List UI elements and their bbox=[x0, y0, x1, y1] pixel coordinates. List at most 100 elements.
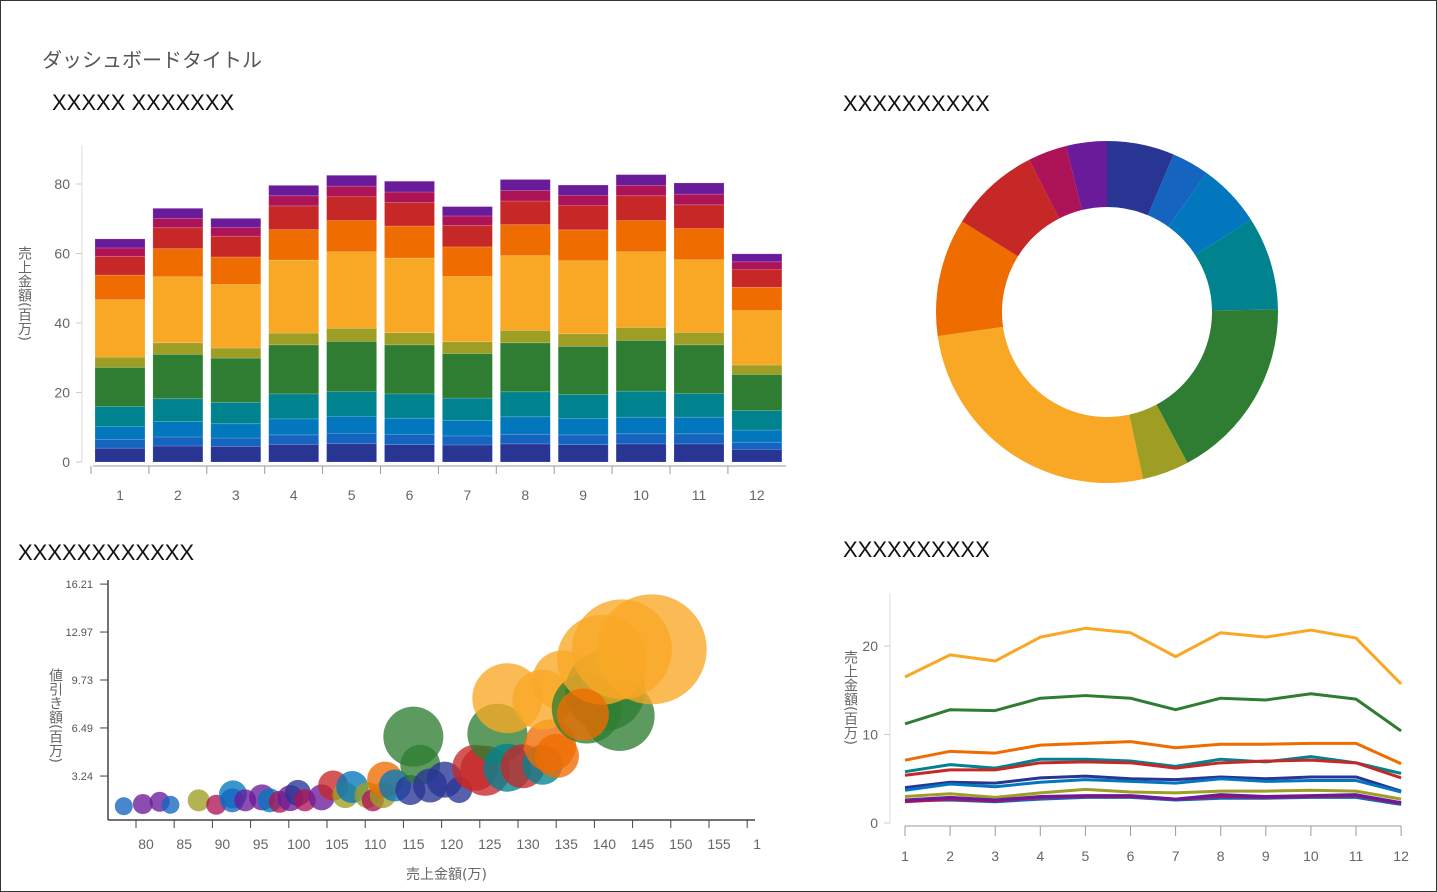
line-x-tick-label: 1 bbox=[901, 848, 909, 864]
bar-segment bbox=[557, 345, 609, 395]
line-x-tick-label: 5 bbox=[1082, 848, 1090, 864]
bubble-point bbox=[114, 797, 133, 816]
bubble-title: XXXXXXXXXXXX bbox=[18, 540, 195, 565]
bubble-point bbox=[534, 733, 579, 778]
line-y-tick-label: 20 bbox=[862, 638, 878, 654]
bar-segment bbox=[615, 251, 667, 328]
bar-segment bbox=[152, 436, 204, 447]
bar-segment bbox=[557, 444, 609, 463]
donut-slice bbox=[1147, 154, 1207, 227]
bar-segment bbox=[615, 220, 667, 253]
bubble-y-tick-label: 3.24 bbox=[72, 771, 93, 783]
bar-x-tick-label: 3 bbox=[232, 487, 240, 503]
bar-segment bbox=[499, 200, 551, 225]
bubble-y-label: 値引き額(百万) bbox=[47, 668, 63, 763]
bar-segment bbox=[557, 394, 609, 419]
bubble-y-tick-label: 6.49 bbox=[72, 723, 93, 735]
bar-segment bbox=[326, 251, 377, 329]
line-x-tick-label: 10 bbox=[1303, 848, 1319, 864]
bar-segment bbox=[210, 423, 262, 439]
bar-segment bbox=[94, 238, 146, 249]
bar-segment bbox=[152, 276, 204, 344]
bar-segment bbox=[384, 393, 435, 419]
bar-x-tick-label: 4 bbox=[290, 487, 298, 503]
bar-segment bbox=[442, 276, 493, 343]
bubble-point bbox=[132, 794, 153, 815]
bar-segment bbox=[326, 327, 377, 342]
bar-segment bbox=[615, 195, 667, 221]
line-title: XXXXXXXXXX bbox=[843, 537, 990, 562]
bar-segment bbox=[326, 433, 377, 444]
bar-segment bbox=[326, 341, 377, 392]
bar-segment bbox=[384, 434, 435, 445]
bar-segment bbox=[384, 417, 435, 435]
donut-slice bbox=[1066, 141, 1107, 211]
line-series bbox=[904, 692, 1402, 733]
donut-slice bbox=[936, 221, 1018, 337]
bar-y-tick-label: 20 bbox=[54, 385, 70, 401]
bubble-x-tick-label: 125 bbox=[478, 836, 502, 852]
bar-segment bbox=[94, 255, 146, 276]
bubble-x-tick-label: 80 bbox=[138, 836, 154, 852]
bar-segment bbox=[557, 195, 609, 206]
stacked-bar-title: XXXXX XXXXXXX bbox=[52, 90, 235, 115]
bar-segment bbox=[499, 329, 551, 344]
bar-segment bbox=[499, 433, 551, 445]
line-series bbox=[904, 774, 1402, 793]
bar-segment bbox=[499, 255, 551, 331]
bar-segment bbox=[152, 248, 204, 278]
bar-segment bbox=[268, 185, 320, 197]
bubble-x-tick-label: 1 bbox=[753, 836, 761, 852]
bar-segment bbox=[731, 286, 783, 311]
line-y-tick-label: 0 bbox=[870, 815, 878, 831]
bar-segment bbox=[326, 185, 377, 197]
donut-title: XXXXXXXXXX bbox=[843, 91, 990, 116]
donut-slice bbox=[962, 159, 1060, 257]
bar-segment bbox=[499, 443, 551, 463]
bar-segment bbox=[268, 418, 320, 436]
bar-segment bbox=[94, 247, 146, 257]
bar-segment bbox=[384, 191, 435, 203]
bar-segment bbox=[673, 416, 725, 435]
bar-segment bbox=[268, 259, 320, 334]
bubble-x-tick-label: 145 bbox=[631, 836, 655, 852]
bar-x-tick-label: 10 bbox=[633, 487, 649, 503]
bar-segment bbox=[268, 443, 320, 463]
bar-segment bbox=[268, 393, 320, 420]
bar-segment bbox=[326, 220, 377, 253]
bar-segment bbox=[615, 174, 667, 186]
bar-segment bbox=[731, 449, 783, 463]
bar-segment bbox=[442, 225, 493, 248]
bar-segment bbox=[384, 225, 435, 259]
bar-segment bbox=[326, 196, 377, 221]
donut-slice bbox=[1029, 145, 1082, 219]
bar-segment bbox=[442, 444, 493, 463]
bar-segment bbox=[210, 235, 262, 258]
bar-segment bbox=[731, 429, 783, 443]
bar-segment bbox=[557, 333, 609, 347]
line-series bbox=[904, 755, 1402, 775]
bar-x-tick-label: 11 bbox=[692, 487, 707, 503]
bar-y-tick-label: 40 bbox=[54, 315, 70, 331]
bar-segment bbox=[615, 340, 667, 392]
stacked-bar-y-label: 売上金額(百万) bbox=[16, 246, 32, 341]
bar-x-tick-label: 12 bbox=[749, 487, 765, 503]
bar-segment bbox=[673, 228, 725, 261]
bar-segment bbox=[615, 327, 667, 341]
bubble-x-tick-label: 155 bbox=[707, 836, 731, 852]
line-x-tick-label: 2 bbox=[946, 848, 954, 864]
line-x-tick-label: 12 bbox=[1393, 848, 1409, 864]
line-series bbox=[904, 758, 1402, 780]
bar-segment bbox=[731, 441, 783, 450]
bar-segment bbox=[384, 444, 435, 463]
bar-segment bbox=[152, 218, 204, 229]
bar-segment bbox=[731, 410, 783, 431]
bubble-x-tick-label: 120 bbox=[440, 836, 464, 852]
bar-x-tick-label: 9 bbox=[579, 487, 587, 503]
bar-segment bbox=[210, 437, 262, 447]
bar-segment bbox=[152, 398, 204, 422]
bar-segment bbox=[557, 205, 609, 231]
bar-segment bbox=[152, 342, 204, 355]
line-x-tick-label: 9 bbox=[1262, 848, 1270, 864]
bar-segment bbox=[731, 310, 783, 366]
